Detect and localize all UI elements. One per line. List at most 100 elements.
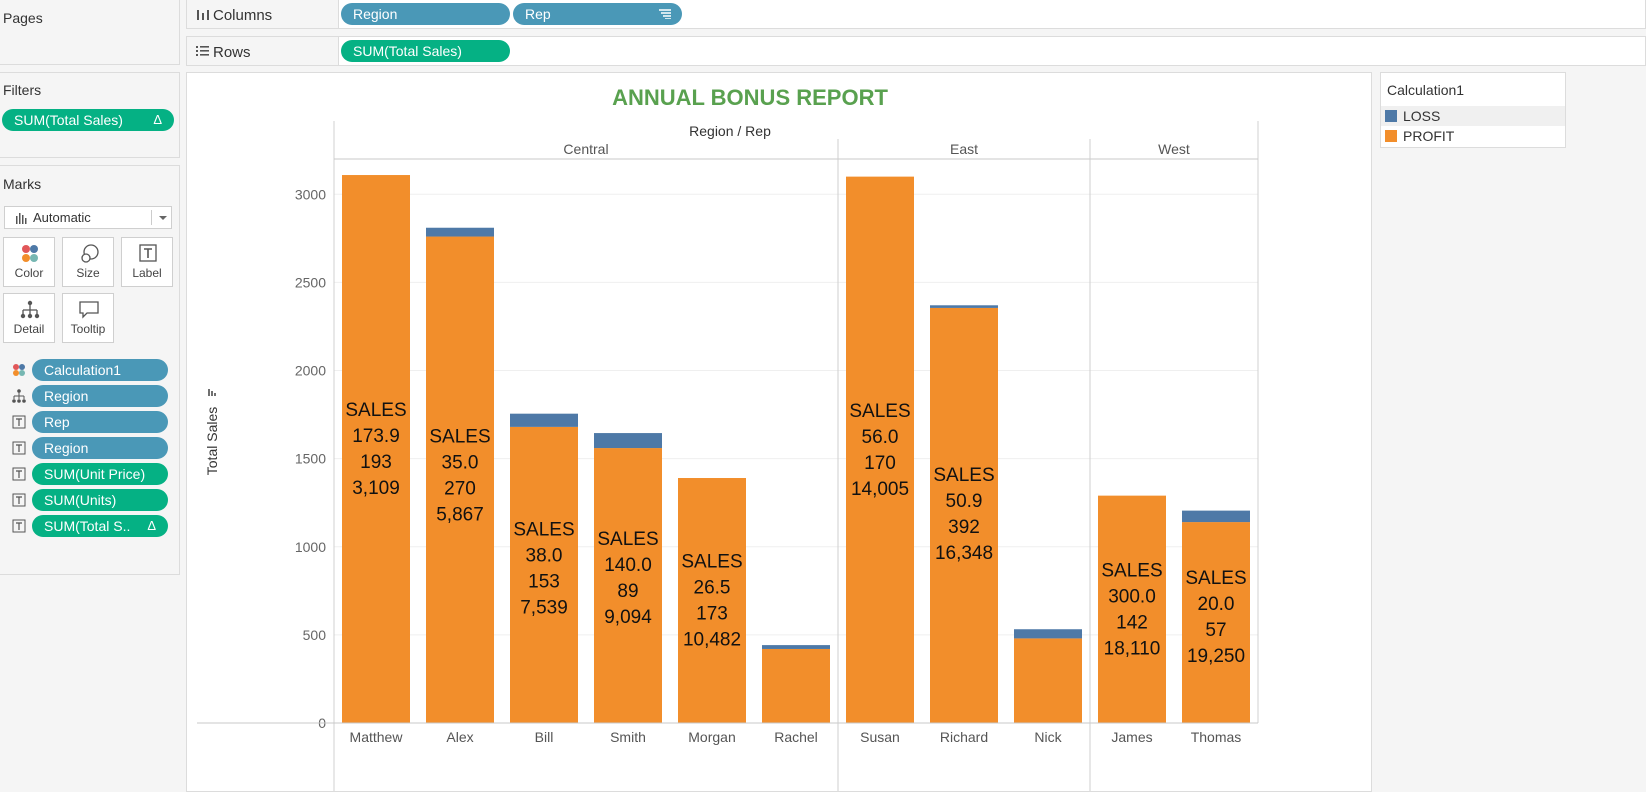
mark-field-rep-label[interactable]: Rep (0, 410, 180, 434)
tooltip-button[interactable]: Tooltip (62, 293, 114, 343)
marks-panel[interactable]: Marks Automatic Color Size Label (0, 165, 180, 575)
region-detail-pill[interactable]: Region (32, 385, 168, 407)
units-pill[interactable]: SUM(Units) (32, 489, 168, 511)
pill-label: SUM(Units) (44, 492, 117, 508)
bar-profit-bill[interactable] (510, 426, 578, 723)
tooltip-button-label: Tooltip (70, 322, 106, 336)
mark-type-dropdown[interactable]: Automatic (4, 206, 172, 229)
rows-shelf-header: Rows (187, 37, 339, 65)
legend-item-profit[interactable]: PROFIT (1381, 126, 1565, 146)
bar-loss-thomas[interactable] (1182, 510, 1250, 523)
columns-shelf-label: Columns (213, 7, 273, 24)
bar-profit-thomas[interactable] (1182, 522, 1250, 723)
mark-field-total-sales[interactable]: SUM(Total S.. Δ (0, 514, 180, 538)
delta-icon: Δ (147, 518, 156, 533)
bar-profit-rachel[interactable] (762, 648, 830, 723)
bar-profit-nick[interactable] (1014, 638, 1082, 723)
rows-icon (196, 46, 209, 56)
bar-data-label: 173.9 (352, 426, 400, 447)
chevron-down-icon[interactable] (158, 215, 168, 221)
detail-button[interactable]: Detail (3, 293, 55, 343)
y-tick-label: 2000 (295, 363, 326, 379)
bar-data-label: 142 (1116, 612, 1148, 633)
filter-pill-total-sales[interactable]: SUM(Total Sales) Δ (2, 109, 174, 131)
bar-profit-alex[interactable] (426, 236, 494, 724)
mark-field-calculation1[interactable]: Calculation1 (0, 358, 180, 382)
bar-profit-richard[interactable] (930, 307, 998, 723)
detail-hierarchy-icon (12, 389, 26, 403)
rows-pill-total-sales[interactable]: SUM(Total Sales) (341, 40, 510, 62)
bar-data-label: SALES (681, 552, 742, 573)
bar-loss-rachel[interactable] (762, 645, 830, 649)
y-tick-label: 500 (303, 627, 327, 643)
columns-pill-rep[interactable]: Rep (513, 3, 682, 25)
dropdown-divider (151, 210, 152, 225)
x-tick-label: Nick (1034, 729, 1062, 745)
x-tick-label: Smith (610, 729, 646, 745)
mark-field-region-detail[interactable]: Region (0, 384, 180, 408)
legend-label-loss: LOSS (1403, 108, 1441, 124)
bar-data-label: 170 (864, 453, 896, 474)
color-legend[interactable]: Calculation1 LOSS PROFIT (1380, 72, 1566, 148)
rep-label-pill[interactable]: Rep (32, 411, 168, 433)
bar-profit-morgan[interactable] (678, 478, 746, 723)
bar-profit-james[interactable] (1098, 495, 1166, 723)
bar-loss-richard[interactable] (930, 305, 998, 308)
size-button[interactable]: Size (62, 237, 114, 287)
filter-pill-label: SUM(Total Sales) (14, 112, 123, 128)
columns-shelf[interactable]: Columns Region Rep (186, 0, 1646, 29)
bar-profit-susan[interactable] (846, 176, 914, 723)
bar-profit-matthew[interactable] (342, 175, 410, 723)
columns-shelf-header: Columns (187, 0, 339, 28)
mark-field-region-label[interactable]: Region (0, 436, 180, 460)
mark-field-units[interactable]: SUM(Units) (0, 488, 180, 512)
sort-icon[interactable] (659, 9, 671, 19)
bar-data-label: SALES (597, 529, 658, 550)
bar-data-label: 56.0 (862, 427, 899, 448)
axis-sort-icon[interactable] (208, 389, 216, 396)
legend-item-loss[interactable]: LOSS (1381, 106, 1565, 126)
bar-data-label: 300.0 (1108, 586, 1156, 607)
bar-data-label: 57 (1205, 620, 1226, 641)
bar-data-label: 3,109 (352, 478, 400, 499)
region-label-pill[interactable]: Region (32, 437, 168, 459)
x-tick-label: Richard (940, 729, 988, 745)
rows-shelf[interactable]: Rows SUM(Total Sales) (186, 36, 1646, 66)
pill-label: SUM(Total S.. (44, 518, 131, 534)
pill-label: SUM(Unit Price) (44, 466, 146, 482)
label-button-label: Label (132, 266, 162, 280)
bar-loss-bill[interactable] (510, 413, 578, 427)
mark-field-unit-price[interactable]: SUM(Unit Price) (0, 462, 180, 486)
bar-data-label: 89 (617, 581, 638, 602)
bar-loss-alex[interactable] (426, 227, 494, 237)
legend-title: Calculation1 (1387, 82, 1465, 98)
x-tick-label: Morgan (688, 729, 735, 745)
bar-data-label: SALES (345, 400, 406, 421)
x-tick-label: Alex (446, 729, 473, 745)
chart-view[interactable]: ANNUAL BONUS REPORT Region / Rep 0 500 1000 1… (186, 72, 1372, 792)
unit-price-pill[interactable]: SUM(Unit Price) (32, 463, 168, 485)
label-button[interactable]: Label (121, 237, 173, 287)
text-label-icon (12, 519, 26, 533)
size-circles-icon (81, 244, 99, 263)
region-header-east: East (950, 141, 978, 157)
bar-data-label: 19,250 (1187, 646, 1245, 667)
legend-swatch-loss (1385, 110, 1397, 122)
detail-button-label: Detail (13, 322, 45, 336)
bar-data-label: SALES (849, 401, 910, 422)
calculation1-pill[interactable]: Calculation1 (32, 359, 168, 381)
bar-loss-nick[interactable] (1014, 629, 1082, 639)
size-button-label: Size (76, 266, 100, 280)
bar-data-label: SALES (513, 519, 574, 540)
pages-panel[interactable]: Pages (0, 0, 180, 65)
bar-loss-smith[interactable] (594, 433, 662, 449)
color-button[interactable]: Color (3, 237, 55, 287)
filters-panel[interactable]: Filters SUM(Total Sales) Δ (0, 72, 180, 158)
legend-label-profit: PROFIT (1403, 128, 1455, 144)
columns-pill-region[interactable]: Region (341, 3, 510, 25)
bar-profit-smith[interactable] (594, 448, 662, 723)
total-sales-pill[interactable]: SUM(Total S.. Δ (32, 515, 168, 537)
bar-data-label: SALES (1185, 568, 1246, 589)
bar-chart-icon (16, 213, 27, 224)
